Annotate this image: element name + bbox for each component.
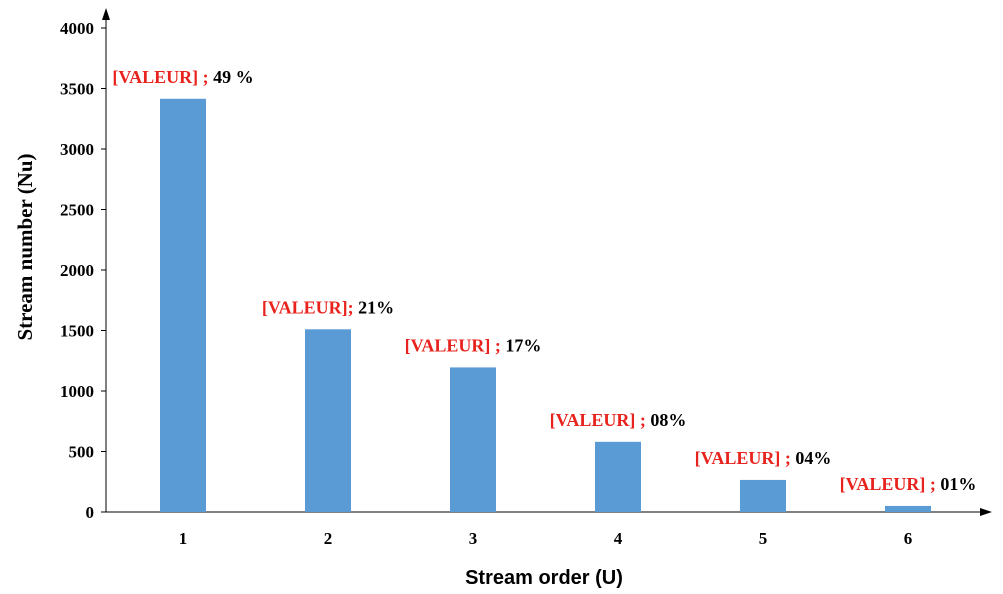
x-tick-labels: 1 2 3 4 5 6 <box>179 529 913 548</box>
y-axis-label: Stream number (Nu) <box>13 153 37 340</box>
bar <box>160 98 206 512</box>
bar <box>305 329 351 512</box>
data-label-percent: 04% <box>795 448 831 468</box>
x-tick-label: 4 <box>614 529 623 548</box>
data-label-separator: ; <box>348 297 359 317</box>
y-tick-label: 0 <box>86 503 95 522</box>
data-label: [VALEUR] ; 49 % <box>112 67 253 87</box>
data-label-value: [VALEUR] <box>840 474 926 494</box>
y-tick-label: 4000 <box>60 19 94 38</box>
data-label: [VALEUR] ; 08% <box>550 410 687 430</box>
data-label: [VALEUR] ; 17% <box>405 335 542 355</box>
y-axis-arrow <box>102 8 110 20</box>
data-label: [VALEUR] ; 04% <box>695 448 832 468</box>
data-label-percent: 21% <box>358 297 394 317</box>
bar <box>450 367 496 512</box>
y-tick-label: 1000 <box>60 382 94 401</box>
bars <box>160 98 931 512</box>
data-label-separator: ; <box>635 410 650 430</box>
y-tick-labels: 0 500 1000 1500 2000 2500 3000 3500 4000 <box>60 19 106 522</box>
x-axis-arrow <box>980 508 992 516</box>
data-label-separator: ; <box>780 448 795 468</box>
data-labels: [VALEUR] ; 49 %[VALEUR]; 21%[VALEUR] ; 1… <box>112 67 976 494</box>
data-label-percent: 49 % <box>213 67 254 87</box>
x-tick-label: 1 <box>179 529 188 548</box>
data-label-value: [VALEUR] <box>112 67 198 87</box>
x-axis-label: Stream order (U) <box>465 567 623 589</box>
data-label-percent: 08% <box>650 410 686 430</box>
y-tick-label: 2500 <box>60 201 94 220</box>
bar <box>595 441 641 512</box>
data-label-separator: ; <box>198 67 213 87</box>
x-tick-label: 2 <box>324 529 333 548</box>
y-tick-label: 500 <box>69 443 95 462</box>
y-tick-label: 2000 <box>60 261 94 280</box>
data-label: [VALEUR] ; 01% <box>840 474 977 494</box>
data-label-value: [VALEUR] <box>262 297 348 317</box>
bar <box>740 479 786 512</box>
data-label-separator: ; <box>925 474 940 494</box>
data-label-value: [VALEUR] <box>550 410 636 430</box>
y-tick-label: 1500 <box>60 322 94 341</box>
data-label-value: [VALEUR] <box>405 335 491 355</box>
y-tick-label: 3000 <box>60 140 94 159</box>
x-tick-label: 6 <box>904 529 913 548</box>
x-tick-label: 5 <box>759 529 768 548</box>
bar <box>885 505 931 512</box>
data-label-percent: 01% <box>940 474 976 494</box>
data-label-value: [VALEUR] <box>695 448 781 468</box>
axes <box>102 8 992 516</box>
data-label-separator: ; <box>490 335 505 355</box>
data-label-percent: 17% <box>505 335 541 355</box>
x-tick-label: 3 <box>469 529 478 548</box>
y-tick-label: 3500 <box>60 80 94 99</box>
data-label: [VALEUR]; 21% <box>262 297 394 317</box>
